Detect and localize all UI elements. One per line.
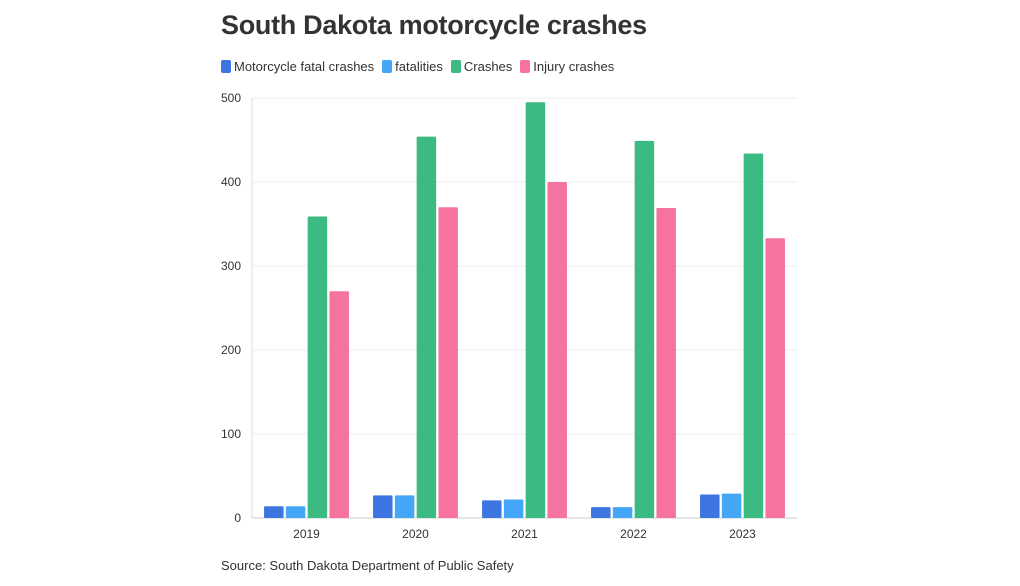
legend-swatch bbox=[450, 60, 461, 73]
bar bbox=[329, 291, 349, 518]
bar bbox=[721, 493, 742, 518]
bar bbox=[438, 207, 458, 518]
chart-title: South Dakota motorcycle crashes bbox=[221, 10, 647, 40]
bar bbox=[743, 153, 764, 518]
bar bbox=[394, 495, 415, 518]
bar bbox=[656, 208, 676, 519]
bar bbox=[285, 506, 306, 518]
source-note: Source: South Dakota Department of Publi… bbox=[221, 558, 514, 573]
legend-label: Injury crashes bbox=[533, 59, 615, 74]
bar bbox=[416, 136, 437, 518]
chart-legend: Motorcycle fatal crashes fatalities Crashe… bbox=[221, 59, 622, 74]
bar bbox=[547, 182, 567, 518]
bar bbox=[700, 494, 720, 518]
legend-label: Crashes bbox=[463, 59, 513, 74]
bar bbox=[264, 506, 284, 518]
bar bbox=[525, 102, 546, 518]
y-tick-label: 0 bbox=[234, 511, 241, 525]
legend-swatch bbox=[382, 60, 393, 73]
legend-item[interactable]: Motorcycle fatal crashes bbox=[221, 59, 374, 74]
bar bbox=[591, 507, 611, 518]
legend-item[interactable]: Crashes bbox=[450, 59, 513, 74]
y-tick-label: 200 bbox=[221, 343, 241, 357]
bar bbox=[307, 216, 328, 518]
bar bbox=[612, 507, 633, 518]
legend-item[interactable]: Injury crashes bbox=[520, 59, 614, 74]
x-tick-label: 2022 bbox=[620, 527, 647, 541]
bar bbox=[634, 140, 655, 518]
x-tick-label: 2019 bbox=[293, 527, 320, 541]
y-tick-label: 300 bbox=[221, 259, 241, 273]
x-tick-label: 2021 bbox=[511, 527, 538, 541]
y-tick-label: 400 bbox=[221, 175, 241, 189]
legend-swatch bbox=[520, 60, 531, 73]
y-tick-label: 100 bbox=[221, 427, 241, 441]
bar bbox=[503, 499, 524, 518]
legend-label: fatalities bbox=[395, 59, 443, 74]
legend-item[interactable]: fatalities bbox=[382, 59, 443, 74]
y-tick-label: 500 bbox=[221, 91, 241, 105]
legend-label: Motorcycle fatal crashes bbox=[234, 59, 375, 74]
bar bbox=[765, 238, 785, 518]
bar bbox=[373, 495, 393, 518]
bar bbox=[482, 500, 502, 518]
x-tick-label: 2023 bbox=[729, 527, 756, 541]
legend-swatch bbox=[221, 60, 231, 73]
x-tick-label: 2020 bbox=[402, 527, 429, 541]
